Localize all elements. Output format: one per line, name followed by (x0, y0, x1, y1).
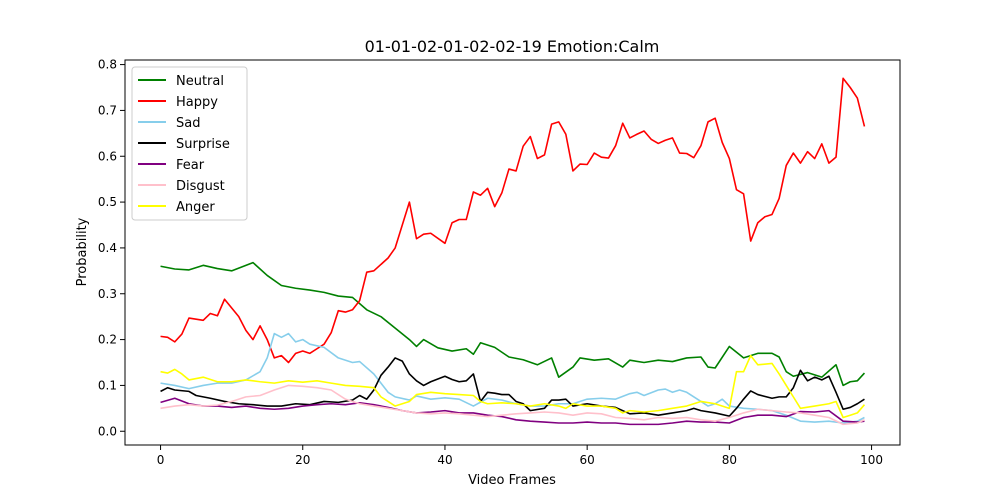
legend-label-anger: Anger (176, 200, 215, 215)
legend: Neutral Happy Sad Surprise Fear Disgust Anger (131, 66, 248, 221)
x-tick-label: 20 (295, 453, 310, 467)
y-tick-label: 0.4 (98, 241, 117, 255)
x-tick-label: 80 (722, 453, 737, 467)
y-tick-label: 0.3 (98, 287, 117, 301)
y-tick-label: 0.5 (98, 195, 117, 209)
series-layer (160, 77, 866, 426)
legend-box (131, 66, 248, 221)
x-tick-label: 100 (860, 453, 883, 467)
y-tick-label: 0.1 (98, 378, 117, 392)
legend-label-disgust: Disgust (176, 179, 225, 194)
x-axis-ticks: 0 20 40 60 80 100 (157, 445, 883, 467)
y-axis-label: Probability (75, 217, 90, 286)
legend-label-neutral: Neutral (176, 74, 224, 89)
legend-label-fear: Fear (176, 158, 205, 173)
series-line-surprise (160, 357, 865, 417)
legend-label-sad: Sad (176, 116, 200, 131)
series-line-fear (160, 397, 865, 426)
y-tick-label: 0.7 (98, 103, 117, 117)
legend-label-surprise: Surprise (176, 137, 230, 152)
y-tick-label: 0.0 (98, 424, 117, 438)
series-line-happy (160, 77, 866, 364)
x-tick-label: 60 (580, 453, 595, 467)
legend-label-happy: Happy (176, 95, 218, 110)
series-line-neutral (160, 261, 866, 387)
x-tick-label: 0 (157, 453, 165, 467)
plot-area-frame (124, 59, 901, 446)
x-tick-label: 40 (437, 453, 452, 467)
y-tick-label: 0.8 (98, 58, 117, 72)
y-tick-label: 0.6 (98, 149, 117, 163)
series-line-disgust (160, 384, 865, 426)
x-axis-label: Video Frames (468, 473, 556, 488)
chart-title: 01-01-02-01-02-02-19 Emotion:Calm (365, 37, 660, 56)
y-axis-ticks: 0.0 0.1 0.2 0.3 0.4 0.5 0.6 0.7 0.8 (98, 58, 125, 438)
series-line-anger (160, 354, 866, 419)
y-tick-label: 0.2 (98, 333, 117, 347)
